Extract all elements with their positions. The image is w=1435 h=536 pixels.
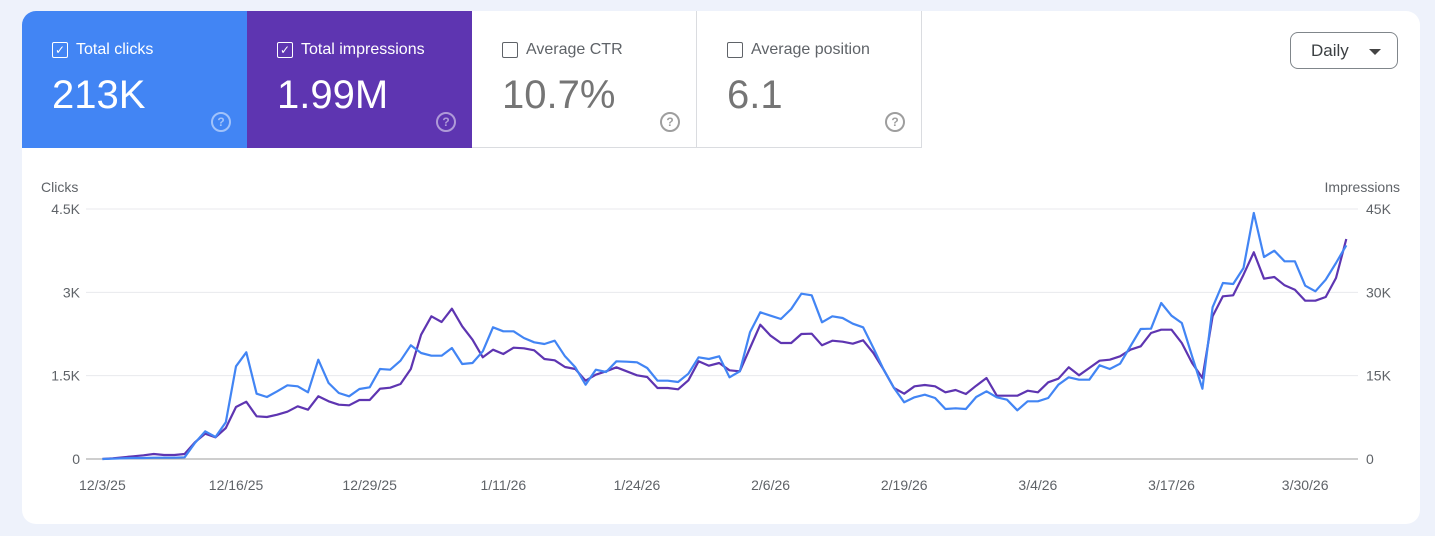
metric-label: Total impressions xyxy=(301,41,425,58)
y-tick-right: 15K xyxy=(1366,368,1392,384)
metric-value: 10.7% xyxy=(502,73,616,117)
help-circle-icon[interactable]: ? xyxy=(885,112,905,132)
help-circle-icon[interactable]: ? xyxy=(660,112,680,132)
metric-value: 213K xyxy=(52,73,146,117)
metric-average-ctr[interactable]: Average CTR 10.7% ? xyxy=(472,11,697,148)
granularity-label: Daily xyxy=(1311,40,1349,60)
metric-label: Average position xyxy=(751,41,870,58)
x-tick: 2/19/26 xyxy=(881,477,928,493)
metric-value: 1.99M xyxy=(277,73,389,117)
metric-value: 6.1 xyxy=(727,73,783,117)
series-line-clicks xyxy=(102,211,1348,461)
y-tick-right: 30K xyxy=(1366,284,1392,300)
metric-label: Total clicks xyxy=(76,41,154,58)
metric-total-clicks[interactable]: ✓ Total clicks 213K ? xyxy=(22,11,247,148)
y-axis-right-label: Impressions xyxy=(1325,179,1400,195)
checkbox-checked-icon[interactable]: ✓ xyxy=(277,42,293,58)
y-tick-left: 1.5K xyxy=(51,368,80,384)
y-tick-left: 4.5K xyxy=(51,201,80,217)
metric-average-position[interactable]: Average position 6.1 ? xyxy=(697,11,922,148)
x-tick: 2/6/26 xyxy=(751,477,790,493)
y-tick-right: 0 xyxy=(1366,451,1374,467)
y-axis-left-label: Clicks xyxy=(41,179,78,195)
checkbox-unchecked-icon[interactable] xyxy=(727,42,743,58)
help-circle-icon[interactable]: ? xyxy=(436,112,456,132)
x-tick: 1/11/26 xyxy=(480,477,526,493)
x-tick: 12/16/25 xyxy=(209,477,264,493)
x-tick: 12/3/25 xyxy=(79,477,126,493)
x-tick: 3/30/26 xyxy=(1282,477,1329,493)
x-tick: 1/24/26 xyxy=(614,477,661,493)
granularity-dropdown[interactable]: Daily xyxy=(1290,32,1398,69)
help-circle-icon[interactable]: ? xyxy=(211,112,231,132)
performance-card: ✓ Total clicks 213K ? ✓ Total impressions … xyxy=(22,11,1420,524)
caret-down-icon xyxy=(1369,49,1381,55)
checkbox-checked-icon[interactable]: ✓ xyxy=(52,42,68,58)
checkbox-unchecked-icon[interactable] xyxy=(502,42,518,58)
x-tick: 3/4/26 xyxy=(1018,477,1057,493)
metric-label: Average CTR xyxy=(526,41,623,58)
x-tick: 3/17/26 xyxy=(1148,477,1195,493)
y-tick-left: 3K xyxy=(63,284,81,300)
metric-total-impressions[interactable]: ✓ Total impressions 1.99M ? xyxy=(247,11,472,148)
series-line-impressions xyxy=(102,238,1348,461)
y-tick-left: 0 xyxy=(72,451,80,467)
y-tick-right: 45K xyxy=(1366,201,1392,217)
x-tick: 12/29/25 xyxy=(342,477,397,493)
